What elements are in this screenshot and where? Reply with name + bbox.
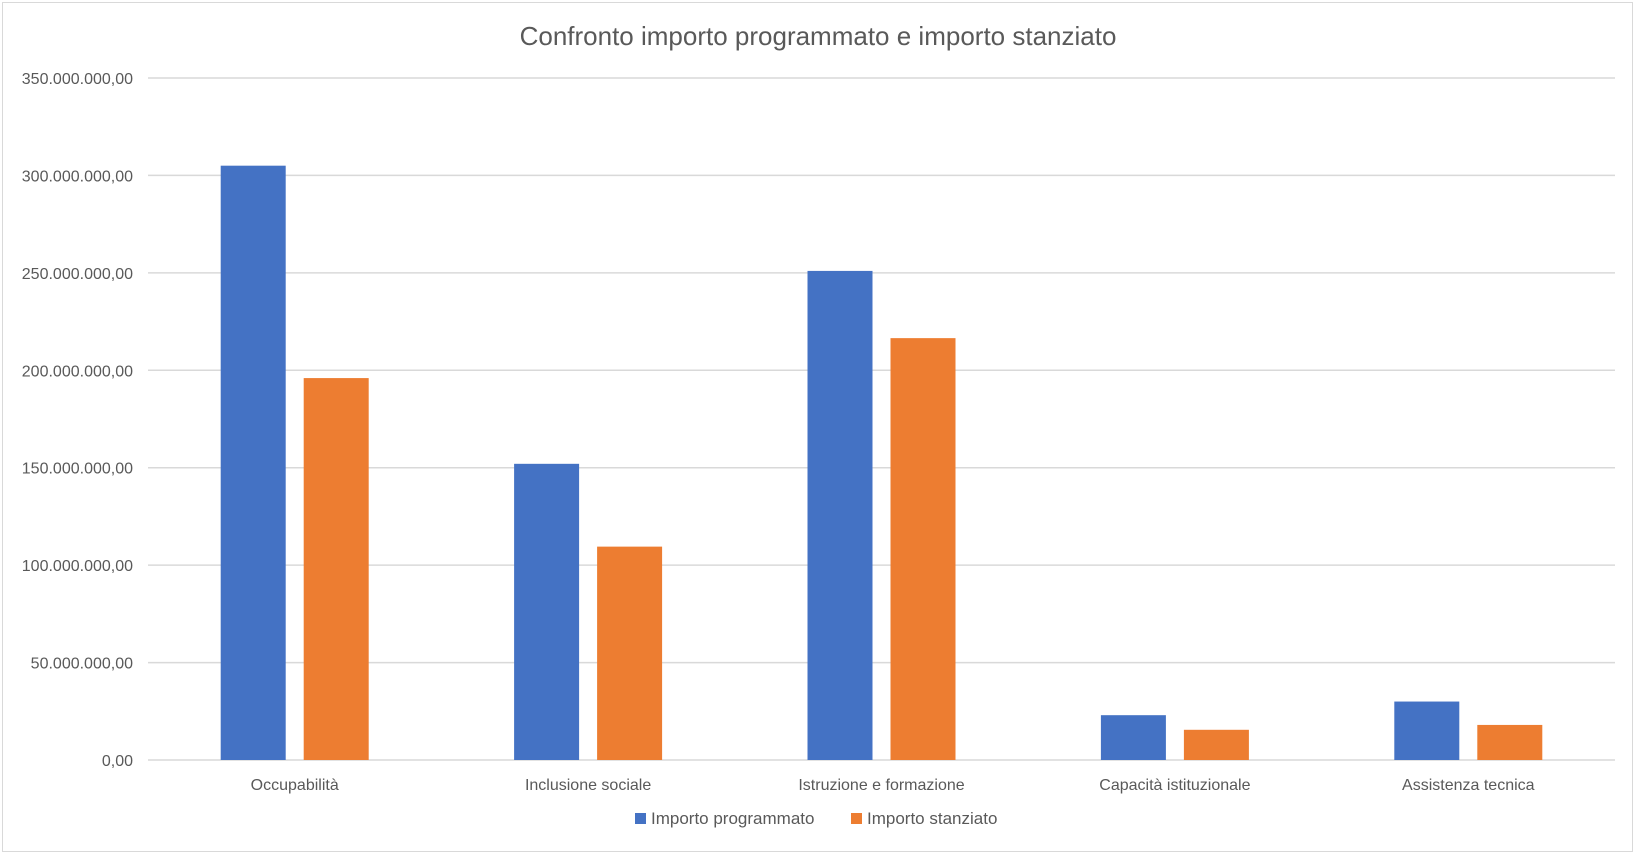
legend-swatch <box>851 813 862 824</box>
legend-swatch <box>635 813 646 824</box>
bar-programmato <box>1394 701 1460 760</box>
legend-label: Importo stanziato <box>867 809 997 828</box>
bars <box>220 165 1543 760</box>
x-category-label: Assistenza tecnica <box>1402 777 1535 794</box>
legend-label: Importo programmato <box>651 809 814 828</box>
bar-stanziato <box>1477 724 1543 760</box>
y-tick-label: 300.000.000,00 <box>22 168 133 185</box>
chart-title: Confronto importo programmato e importo … <box>520 21 1117 51</box>
legend: Importo programmato Importo stanziato <box>635 809 997 828</box>
x-category-label: Occupabilità <box>251 777 339 794</box>
bar-stanziato <box>1183 729 1249 760</box>
x-category-label: Inclusione sociale <box>525 777 651 794</box>
y-axis-ticks: 0,00 50.000.000,00 100.000.000,00 150.000.0… <box>22 71 133 770</box>
bar-programmato <box>514 463 580 760</box>
y-tick-label: 50.000.000,00 <box>31 656 133 673</box>
bar-stanziato <box>303 378 369 760</box>
gridlines <box>148 77 1615 761</box>
bar-programmato <box>1100 715 1166 760</box>
bar-programmato <box>807 270 873 760</box>
y-tick-label: 250.000.000,00 <box>22 266 133 283</box>
x-axis-categories: Occupabilità Inclusione sociale Istruzione… <box>251 777 1535 794</box>
x-category-label: Istruzione e formazione <box>798 777 964 794</box>
bar-stanziato <box>597 546 663 760</box>
y-tick-label: 100.000.000,00 <box>22 558 133 575</box>
y-tick-label: 350.000.000,00 <box>22 71 133 88</box>
y-tick-label: 0,00 <box>102 753 133 770</box>
bar-programmato <box>220 165 286 760</box>
bar-stanziato <box>890 338 956 760</box>
x-category-label: Capacità istituzionale <box>1099 777 1250 794</box>
y-tick-label: 150.000.000,00 <box>22 461 133 478</box>
y-tick-label: 200.000.000,00 <box>22 363 133 380</box>
